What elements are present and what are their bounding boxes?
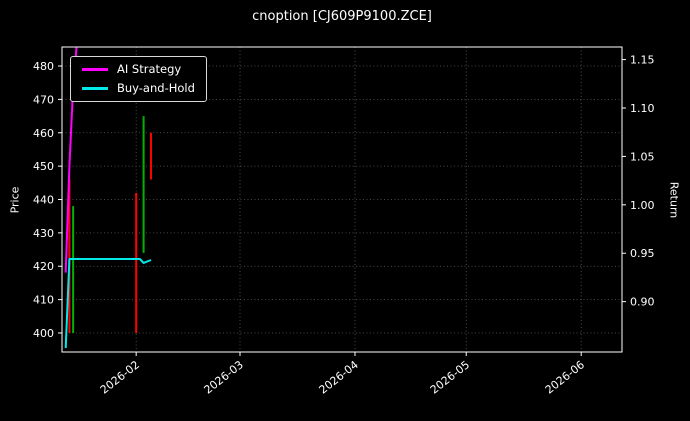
price-tick-label: 420 (33, 260, 54, 273)
price-tick-label: 400 (33, 327, 54, 340)
price-tick-label: 450 (33, 160, 54, 173)
price-tick-label: 460 (33, 127, 54, 140)
buy-and-hold-line (64, 258, 152, 349)
legend: AI Strategy Buy-and-Hold (70, 56, 207, 102)
return-tick-label: 1.15 (630, 54, 655, 67)
legend-label-ai-strategy: AI Strategy (117, 62, 182, 76)
chart-title: cnoption [CJ609P9100.ZCE] (252, 9, 432, 24)
return-tick-label: 0.90 (630, 296, 655, 309)
return-tick-label: 1.10 (630, 102, 655, 115)
legend-item-ai-strategy: AI Strategy (82, 62, 195, 76)
price-tick-label: 470 (33, 93, 54, 106)
return-tick-label: 1.00 (630, 199, 655, 212)
date-tick-label: 2026-02 (98, 358, 142, 397)
legend-label-buy-and-hold: Buy-and-Hold (117, 80, 195, 95)
legend-item-buy-and-hold: Buy-and-Hold (82, 80, 195, 95)
price-tick-label: 480 (33, 60, 54, 73)
grid (62, 47, 622, 352)
ticks (58, 59, 626, 356)
return-tick-label: 0.95 (630, 247, 655, 260)
date-tick-label: 2026-05 (428, 358, 472, 397)
price-tick-label: 440 (33, 194, 54, 207)
date-tick-label: 2026-03 (202, 358, 246, 397)
date-tick-label: 2026-04 (317, 358, 361, 397)
return-tick-label: 1.05 (630, 150, 655, 163)
buy-and-hold-line-sample (82, 86, 108, 90)
ai-strategy-line-sample (82, 68, 108, 72)
date-tick-label: 2026-06 (543, 358, 587, 397)
price-tick-label: 430 (33, 227, 54, 240)
price-tick-label: 410 (33, 294, 54, 307)
